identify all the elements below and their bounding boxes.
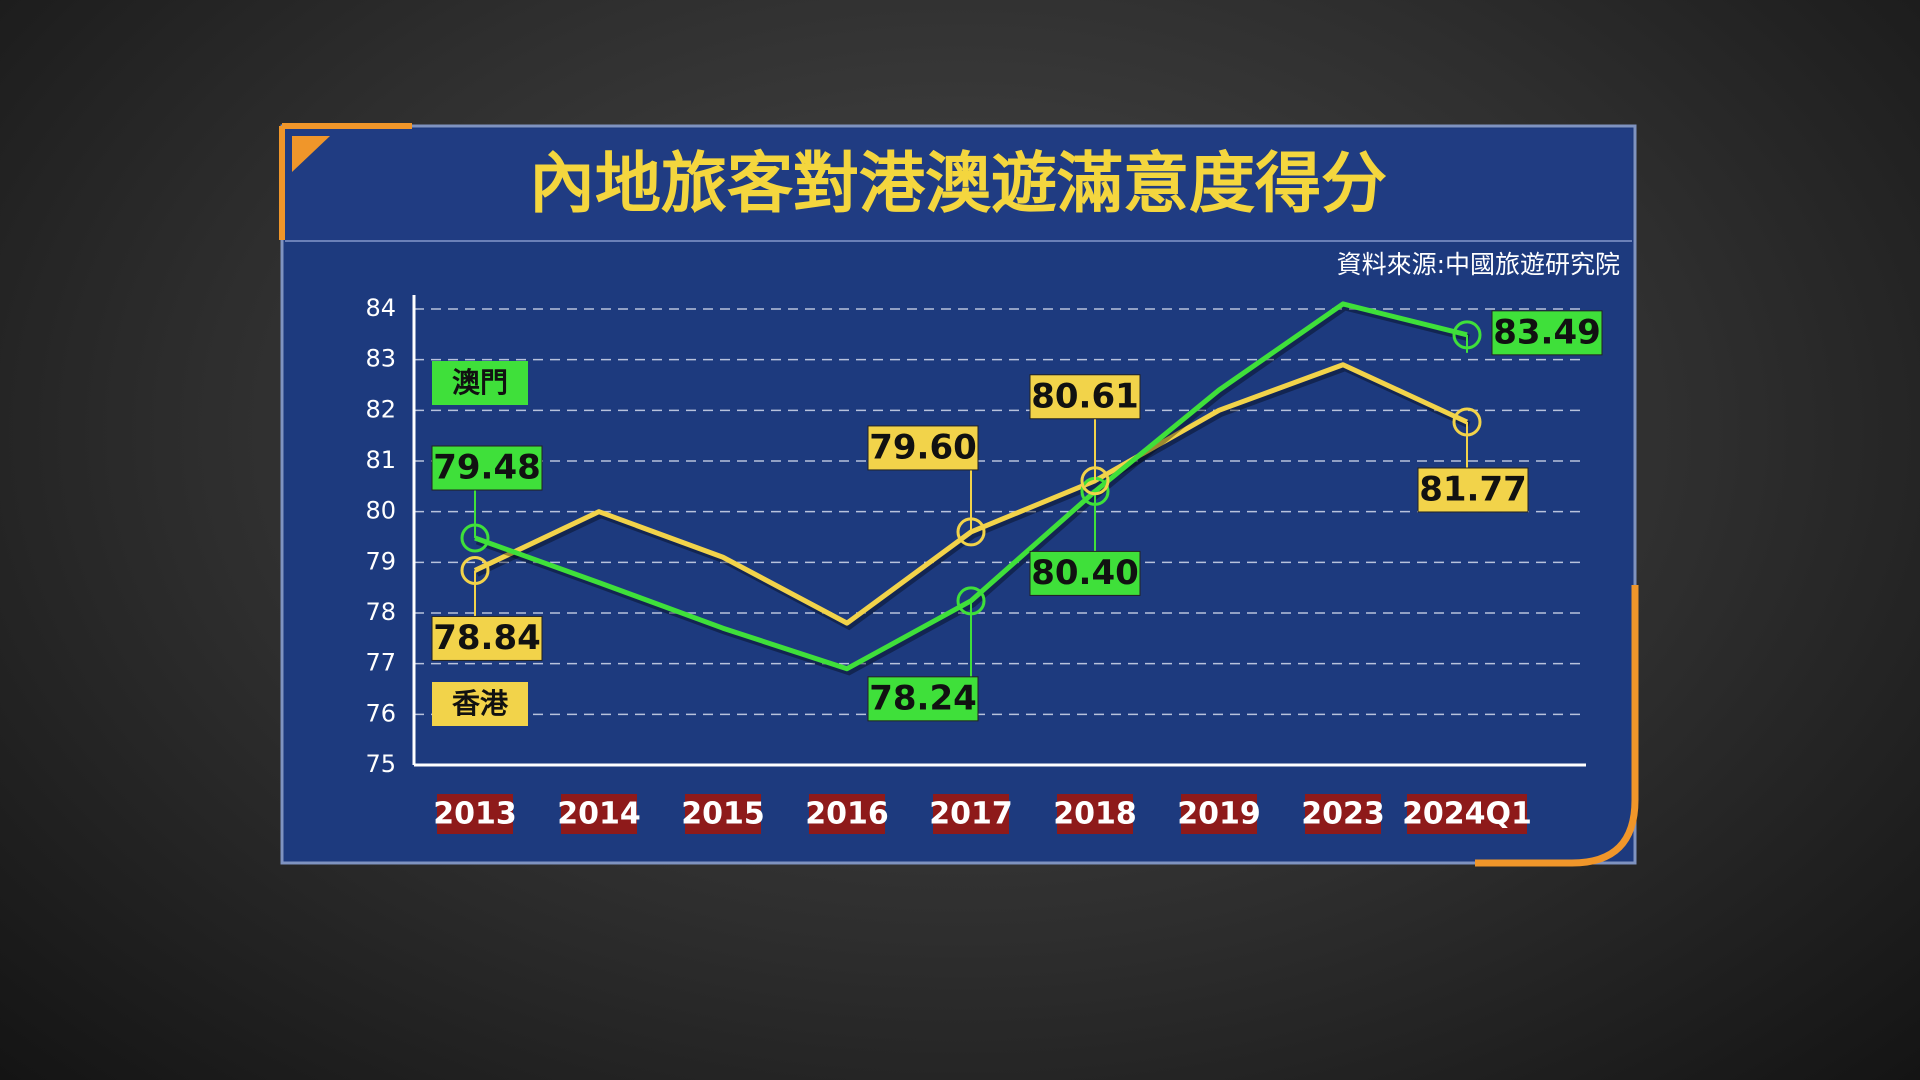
value-label-box xyxy=(1417,467,1529,513)
value-label-box xyxy=(1491,310,1603,356)
x-label-box xyxy=(437,794,513,834)
y-tick-label: 79 xyxy=(365,547,396,575)
x-label-box xyxy=(1305,794,1381,834)
corner-accent xyxy=(279,123,412,240)
y-tick-label: 76 xyxy=(365,699,396,727)
legend-label: 香港 xyxy=(452,687,509,720)
x-label-box xyxy=(933,794,1009,834)
x-label-box xyxy=(1407,794,1527,834)
x-label-box xyxy=(561,794,637,834)
source-note: 資料來源:中國旅遊研究院 xyxy=(1337,250,1620,279)
value-label: 79.60 xyxy=(869,427,977,467)
value-label: 78.84 xyxy=(433,618,541,658)
x-tick-label: 2023 xyxy=(1301,797,1385,832)
y-tick-label: 84 xyxy=(365,294,396,322)
value-label-box xyxy=(431,445,543,491)
y-tick-label: 75 xyxy=(365,750,396,778)
x-label-box xyxy=(685,794,761,834)
point-marker xyxy=(956,517,986,547)
x-label-box xyxy=(1057,794,1133,834)
x-tick-label: 2019 xyxy=(1177,797,1261,832)
corner-accent xyxy=(1475,585,1639,867)
x-tick-label: 2024Q1 xyxy=(1402,797,1532,832)
y-tick-label: 81 xyxy=(365,446,396,474)
value-label-box xyxy=(1029,374,1141,420)
panel xyxy=(280,124,1637,865)
value-label-box xyxy=(1029,550,1141,596)
y-tick-label: 77 xyxy=(365,649,396,677)
value-label: 83.49 xyxy=(1493,312,1601,352)
value-label: 79.48 xyxy=(433,448,541,488)
point-marker xyxy=(1080,466,1110,496)
point-marker xyxy=(460,523,490,553)
value-label-box xyxy=(431,615,543,661)
value-label: 78.24 xyxy=(869,678,977,718)
value-label: 80.40 xyxy=(1031,553,1139,593)
y-tick-label: 83 xyxy=(365,345,396,373)
chart-title: 內地旅客對港澳遊滿意度得分 xyxy=(529,145,1387,222)
y-tick-label: 82 xyxy=(365,395,396,423)
legend-box xyxy=(432,682,528,726)
y-tick-label: 78 xyxy=(365,598,396,626)
point-marker xyxy=(460,555,490,585)
x-tick-label: 2015 xyxy=(681,797,765,832)
value-label-box xyxy=(867,425,979,471)
point-marker xyxy=(1452,320,1482,350)
x-tick-label: 2013 xyxy=(433,797,517,832)
x-tick-label: 2016 xyxy=(805,797,889,832)
corner-triangle xyxy=(292,136,330,172)
x-tick-label: 2017 xyxy=(929,797,1013,832)
title-bar xyxy=(285,129,1632,241)
value-label-box xyxy=(867,676,979,722)
legend-label: 澳門 xyxy=(452,366,508,399)
point-marker xyxy=(1452,407,1482,437)
point-marker xyxy=(956,586,986,616)
value-label: 81.77 xyxy=(1419,469,1527,509)
x-label-box xyxy=(809,794,885,834)
legend-box xyxy=(432,361,528,405)
x-tick-label: 2018 xyxy=(1053,797,1137,832)
x-label-box xyxy=(1181,794,1257,834)
y-tick-label: 80 xyxy=(365,497,396,525)
value-label: 80.61 xyxy=(1031,376,1139,416)
x-tick-label: 2014 xyxy=(557,797,641,832)
